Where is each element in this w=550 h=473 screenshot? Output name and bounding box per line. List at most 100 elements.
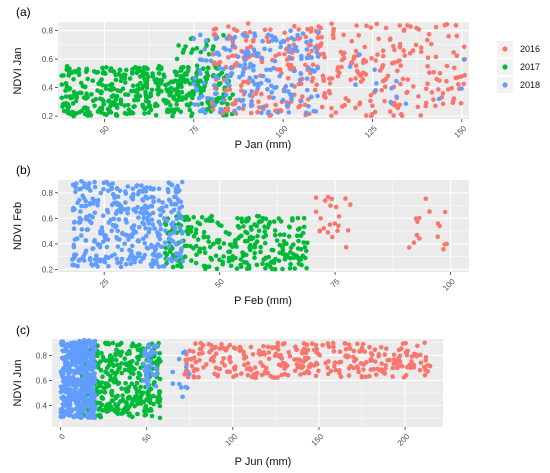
point-2017	[119, 74, 124, 80]
point-2017	[133, 386, 139, 392]
point-2017	[127, 76, 133, 81]
point-2016	[380, 63, 386, 68]
point-2017	[201, 263, 207, 269]
legend-item-2017: 2017	[497, 59, 540, 75]
point-2016	[407, 51, 413, 56]
point-2017	[168, 85, 174, 91]
point-2016	[297, 103, 303, 108]
point-2016	[400, 76, 406, 82]
point-2018	[68, 379, 73, 384]
point-2016	[456, 75, 461, 80]
point-2018	[309, 94, 314, 100]
point-2018	[109, 202, 115, 208]
point-2017	[226, 255, 232, 261]
point-2018	[174, 251, 179, 256]
point-2016	[300, 351, 305, 356]
point-2018	[461, 57, 467, 62]
point-2017	[280, 266, 285, 272]
point-2016	[298, 81, 304, 86]
point-2017	[278, 219, 284, 224]
point-2016	[191, 374, 197, 379]
point-2016	[304, 342, 310, 348]
point-2018	[287, 44, 292, 50]
point-2018	[60, 379, 66, 384]
point-2016	[343, 346, 349, 352]
point-2016	[303, 357, 309, 363]
point-2018	[71, 226, 77, 231]
point-2018	[71, 262, 77, 268]
point-2018	[76, 220, 82, 225]
point-2018	[242, 57, 248, 63]
point-2016	[392, 47, 397, 53]
point-2016	[423, 355, 429, 360]
point-2016	[369, 56, 374, 61]
point-2017	[123, 381, 128, 386]
point-2016	[331, 349, 337, 354]
point-2017	[179, 264, 184, 270]
point-2017	[110, 340, 116, 346]
point-2018	[213, 74, 218, 79]
point-2018	[118, 209, 124, 215]
point-2018	[104, 179, 109, 185]
point-2017	[191, 92, 196, 97]
point-2017	[130, 414, 135, 420]
point-2017	[276, 258, 282, 264]
point-2016	[360, 341, 366, 347]
point-2016	[359, 374, 365, 380]
point-2017	[197, 221, 203, 227]
point-2018	[240, 32, 246, 37]
point-2016	[310, 62, 316, 67]
x-tick-label: 100	[274, 124, 290, 140]
point-2018	[100, 213, 106, 219]
point-2018	[96, 258, 102, 263]
point-2016	[451, 50, 456, 55]
point-2016	[342, 102, 347, 108]
point-2016	[351, 54, 357, 60]
point-2018	[252, 82, 258, 87]
point-2017	[269, 266, 275, 272]
y-tick-label: 0.2	[42, 265, 54, 274]
point-2016	[422, 340, 427, 346]
point-2016	[219, 345, 225, 351]
point-2017	[83, 111, 88, 116]
point-2018	[250, 78, 255, 84]
point-2018	[68, 387, 73, 392]
point-2018	[103, 254, 109, 260]
point-2018	[389, 86, 394, 91]
point-2018	[237, 63, 243, 68]
point-2017	[174, 102, 179, 107]
point-2017	[95, 400, 101, 406]
point-2017	[244, 252, 249, 258]
point-2017	[248, 234, 254, 240]
point-2018	[176, 212, 182, 217]
point-2017	[64, 64, 70, 69]
point-2016	[329, 21, 334, 27]
point-2017	[118, 399, 123, 404]
x-tick-label: 100	[441, 277, 457, 293]
point-2016	[327, 81, 333, 86]
point-2016	[383, 25, 389, 31]
point-2018	[84, 227, 90, 232]
point-2016	[363, 113, 369, 118]
point-2017	[71, 89, 77, 95]
point-2018	[149, 264, 155, 269]
point-2018	[77, 409, 83, 415]
point-2018	[162, 240, 168, 245]
point-2018	[60, 406, 65, 412]
point-2017	[134, 380, 140, 386]
point-2016	[382, 352, 388, 357]
point-2016	[248, 344, 254, 350]
point-2018	[81, 195, 87, 201]
point-2016	[256, 99, 261, 104]
point-2018	[109, 253, 114, 259]
point-2018	[79, 340, 84, 345]
point-2016	[336, 360, 342, 365]
point-2018	[79, 233, 84, 238]
point-2018	[89, 383, 95, 389]
point-2018	[244, 33, 250, 39]
point-2018	[136, 189, 142, 194]
point-2016	[296, 27, 302, 32]
point-2016	[414, 232, 420, 238]
point-2016	[433, 24, 439, 30]
point-2017	[262, 240, 268, 246]
